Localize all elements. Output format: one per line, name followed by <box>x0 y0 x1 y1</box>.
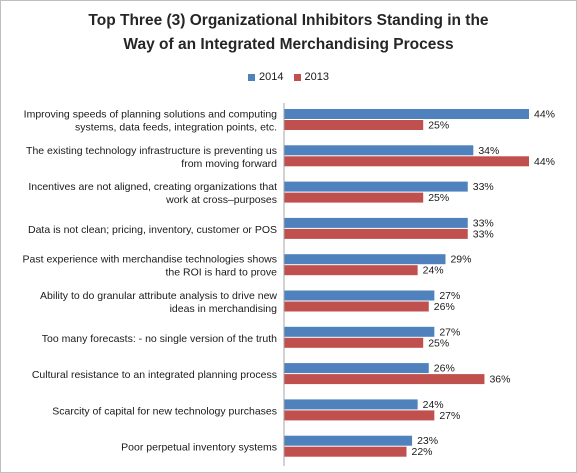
bar-2014-8 <box>284 363 429 374</box>
chart-title-line-1: Top Three (3) Organizational Inhibitors … <box>88 12 489 29</box>
data-label-2014-5: 29% <box>450 254 471 266</box>
bar-2013-4 <box>284 228 468 239</box>
legend-item-2013: 2013 <box>293 71 329 83</box>
category-label-3-line-1: Incentives are not aligned, creating org… <box>28 181 277 193</box>
legend-swatch-2014 <box>248 73 256 81</box>
bar-2014-7 <box>284 326 435 337</box>
bar-2014-6 <box>284 290 435 301</box>
data-label-2013-8: 36% <box>489 374 510 386</box>
data-label-2013-6: 26% <box>434 301 455 313</box>
chart-title-line-2: Way of an Integrated Merchandising Proce… <box>123 36 454 53</box>
data-label-2014-10: 23% <box>417 435 438 447</box>
bar-2013-10 <box>284 446 407 457</box>
bar-2013-2 <box>284 156 529 167</box>
legend-item-2014: 2014 <box>248 71 284 83</box>
data-label-2013-10: 22% <box>412 446 433 458</box>
data-label-2014-9: 24% <box>423 399 444 411</box>
bar-2014-9 <box>284 399 418 410</box>
bar-2013-5 <box>284 265 418 276</box>
bar-2014-2 <box>284 145 474 156</box>
bar-2014-1 <box>284 109 529 119</box>
data-label-2014-7: 27% <box>439 326 460 338</box>
category-label-9-line-1: Scarcity of capital for new technology p… <box>52 405 277 417</box>
data-label-2013-9: 27% <box>439 410 460 422</box>
bar-2013-7 <box>284 337 424 348</box>
category-label-5-line-2: the ROI is hard to prove <box>166 267 278 279</box>
bar-2013-6 <box>284 301 429 312</box>
data-label-2013-4: 33% <box>473 228 494 240</box>
bar-2013-8 <box>284 374 485 385</box>
bar-2014-5 <box>284 254 446 265</box>
data-label-2014-4: 33% <box>473 217 494 229</box>
data-label-2014-2: 34% <box>478 145 499 157</box>
category-label-6-line-2: ideas in merchandising <box>170 303 278 315</box>
category-label-2-line-1: The existing technology infrastructure i… <box>26 145 277 157</box>
category-label-4-line-1: Data is not clean; pricing, inventory, c… <box>28 224 277 236</box>
category-label-1-line-2: systems, data feeds, integration points,… <box>75 122 277 134</box>
data-label-2013-5: 24% <box>423 265 444 277</box>
legend-swatch-2013 <box>293 73 301 81</box>
data-label-2013-7: 25% <box>428 337 449 349</box>
legend: 2014 2013 <box>1 71 576 83</box>
category-label-1-line-1: Improving speeds of planning solutions a… <box>24 109 277 121</box>
chart-title: Top Three (3) Organizational Inhibitors … <box>1 9 576 57</box>
data-label-2013-1: 25% <box>428 120 449 132</box>
data-label-2014-8: 26% <box>434 363 455 375</box>
bar-2013-1 <box>284 120 424 130</box>
bar-2014-3 <box>284 181 468 192</box>
data-label-2014-3: 33% <box>473 181 494 193</box>
category-label-10-line-1: Poor perpetual inventory systems <box>121 442 277 454</box>
data-label-2014-6: 27% <box>439 290 460 302</box>
data-label-2013-2: 44% <box>534 156 555 168</box>
bar-2013-3 <box>284 192 424 203</box>
bar-2013-9 <box>284 410 435 421</box>
data-label-2014-1: 44% <box>534 109 555 121</box>
category-label-5-line-1: Past experience with merchandise technol… <box>23 254 277 266</box>
bar-2014-10 <box>284 435 413 446</box>
category-label-2-line-2: from moving forward <box>181 158 277 170</box>
category-label-6-line-1: Ability to do granular attribute analysi… <box>40 290 277 302</box>
data-label-2013-3: 25% <box>428 192 449 204</box>
legend-label-2013: 2013 <box>304 71 329 83</box>
bar-2014-4 <box>284 217 468 228</box>
category-label-7-line-1: Too many forecasts: - no single version … <box>42 333 277 345</box>
category-label-8-line-1: Cultural resistance to an integrated pla… <box>32 369 277 381</box>
category-label-3-line-2: work at cross–purposes <box>165 194 277 206</box>
legend-label-2014: 2014 <box>259 71 284 83</box>
